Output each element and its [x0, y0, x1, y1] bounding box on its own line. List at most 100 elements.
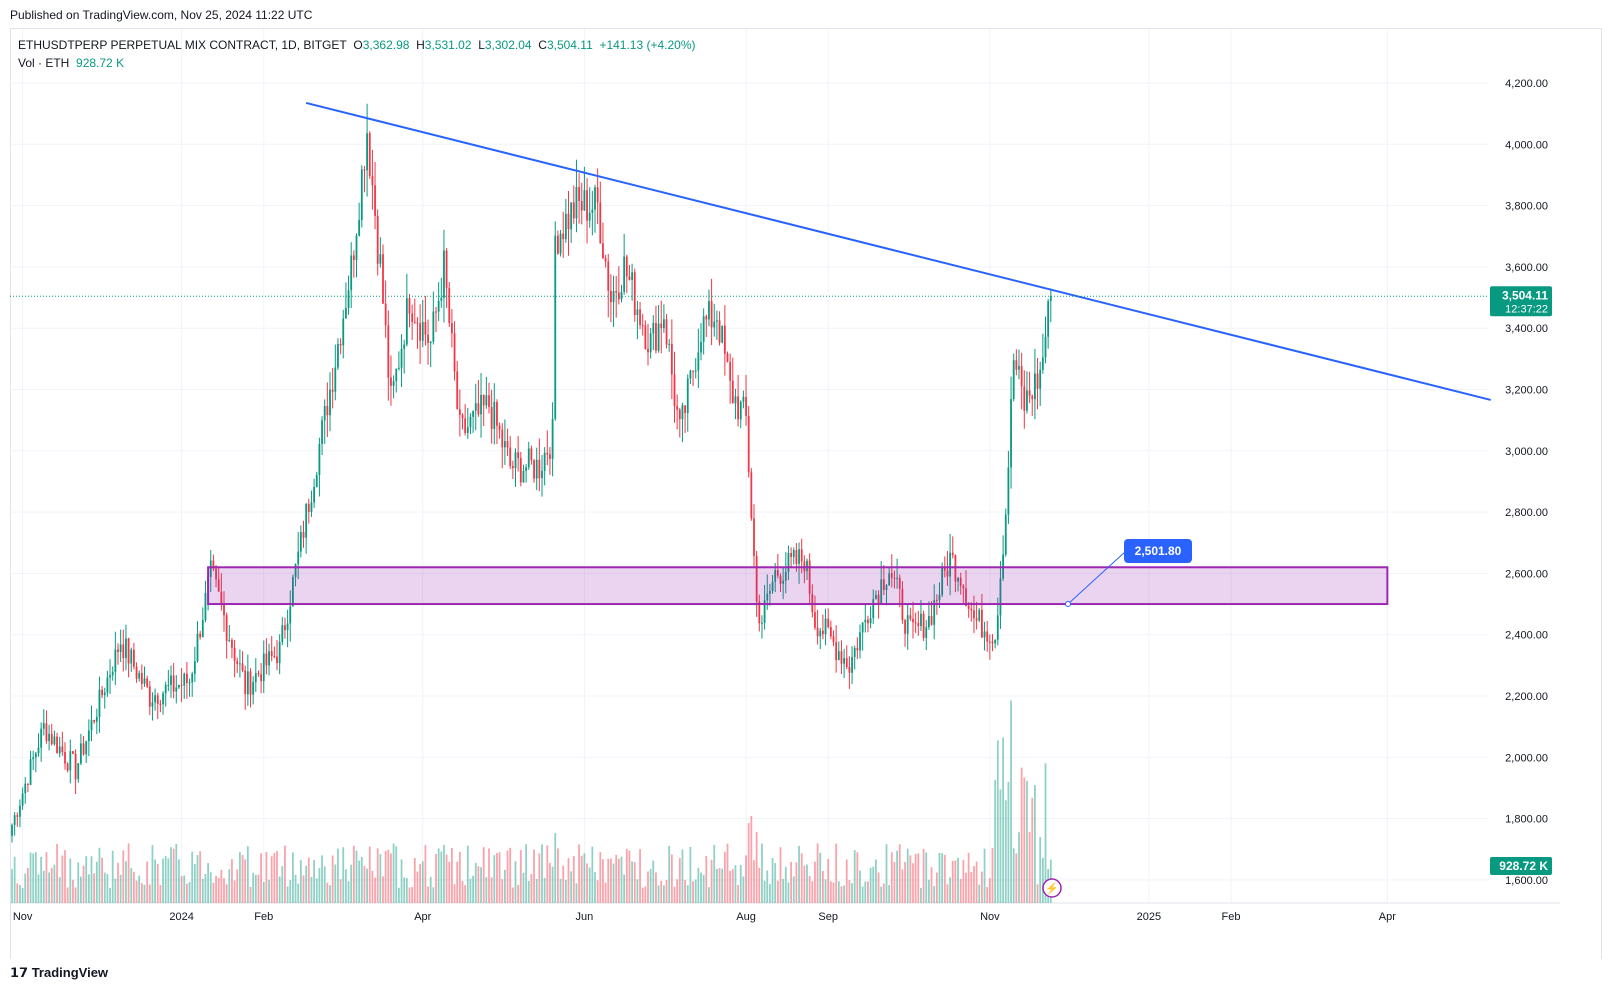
candle-body: [119, 644, 122, 652]
volume-bar: [742, 876, 745, 903]
volume-bar: [342, 847, 345, 903]
volume-bar: [103, 872, 106, 903]
volume-bar: [233, 880, 236, 903]
volume-bar: [890, 852, 893, 903]
candle-body: [1044, 336, 1047, 358]
candle-body: [74, 753, 77, 780]
volume-bar: [822, 871, 824, 903]
volume-bar: [893, 861, 896, 903]
symbol-title[interactable]: ETHUSDTPERP PERPETUAL MIX CONTRACT, 1D, …: [18, 38, 347, 52]
price-tick-label: 3,000.00: [1505, 446, 1548, 458]
volume-bar: [1026, 780, 1028, 903]
volume-bar: [1018, 832, 1020, 903]
volume-bar: [983, 848, 986, 903]
volume-bar: [604, 882, 607, 903]
volume-bar: [278, 876, 281, 903]
candle-body: [678, 409, 681, 420]
volume-bar: [981, 871, 983, 903]
volume-bar: [631, 861, 633, 903]
price-tick-label: 4,200.00: [1505, 78, 1548, 90]
volume-bar: [257, 874, 260, 903]
candle-body: [957, 577, 959, 582]
candle-body: [159, 703, 162, 705]
candle-body: [437, 300, 440, 312]
candle-body: [461, 414, 464, 419]
volume-bar: [901, 869, 904, 903]
candle-body: [633, 272, 636, 315]
candle-body: [631, 272, 633, 280]
candle-body: [546, 452, 549, 455]
candle-body: [419, 323, 421, 341]
candle-body: [368, 133, 371, 176]
volume-bar: [329, 885, 331, 903]
price-tick-label: 1,600.00: [1505, 875, 1548, 887]
tradingview-logo[interactable]: 𝟭𝟳 TradingView: [10, 965, 108, 981]
candle-body: [792, 550, 795, 557]
candle-body: [1007, 467, 1010, 515]
candle-body: [694, 370, 697, 372]
candle-body: [875, 594, 877, 600]
volume-bar: [297, 883, 300, 903]
volume-bar: [228, 869, 231, 903]
candle-body: [212, 560, 215, 569]
volume-bar: [390, 853, 392, 903]
volume-bar: [154, 859, 156, 903]
volume-bar: [652, 860, 655, 903]
candle-body: [376, 215, 379, 264]
candle-body: [880, 579, 883, 604]
volume-bar: [541, 844, 543, 903]
candle-body: [774, 570, 777, 582]
volume-bar: [914, 853, 917, 903]
volume-bar: [170, 847, 172, 903]
candle-body: [721, 325, 724, 343]
candle-body: [655, 322, 657, 351]
candle-body: [782, 580, 785, 584]
candle-body: [178, 684, 180, 688]
volume-bar: [138, 875, 141, 903]
candle-body: [716, 320, 718, 322]
volume-bar: [435, 854, 437, 903]
candle-body: [472, 410, 474, 417]
candle-body: [201, 619, 204, 638]
candle-body: [85, 741, 88, 755]
volume-bar: [628, 850, 631, 903]
volume-bar: [477, 866, 480, 903]
candle-body: [127, 638, 130, 664]
candle-body: [488, 395, 490, 408]
volume-bar: [122, 850, 125, 903]
volume-bar: [837, 881, 840, 903]
candle-body: [215, 568, 217, 580]
volume-bar: [27, 868, 29, 903]
volume-bar: [376, 848, 379, 903]
volume-bar: [32, 853, 35, 903]
candle-body: [130, 649, 133, 664]
lightning-icon-glyph: ⚡: [1045, 882, 1059, 895]
last-price-badge: [1490, 286, 1552, 317]
candle-body: [421, 321, 424, 341]
volume-bar: [24, 873, 27, 903]
candle-body: [374, 185, 376, 216]
volume-bar: [199, 851, 202, 903]
volume-bar: [607, 858, 610, 903]
volume-bar: [223, 878, 225, 903]
candle-body: [877, 594, 880, 604]
volume-bar: [493, 855, 496, 903]
volume-bar: [355, 850, 358, 903]
candle-body: [188, 682, 191, 684]
candle-body: [363, 169, 366, 171]
volume-bar: [403, 877, 406, 903]
candle-body: [186, 673, 188, 684]
price-chart[interactable]: 4,200.00 4,000.00 3,800.00 3,600.00 3,400.00…: [0, 0, 1611, 960]
volume-bar: [334, 864, 337, 903]
volume-bar: [686, 885, 689, 903]
candle-body: [156, 695, 159, 704]
candle-body: [13, 815, 16, 825]
volume-bar: [490, 877, 493, 903]
volume-bar: [965, 872, 967, 903]
chart-frame[interactable]: [10, 28, 1602, 959]
candle-body: [1036, 373, 1039, 389]
candle-body: [564, 213, 567, 240]
volume-bar: [564, 879, 567, 903]
candle-body: [925, 627, 928, 638]
candle-body: [506, 441, 509, 448]
